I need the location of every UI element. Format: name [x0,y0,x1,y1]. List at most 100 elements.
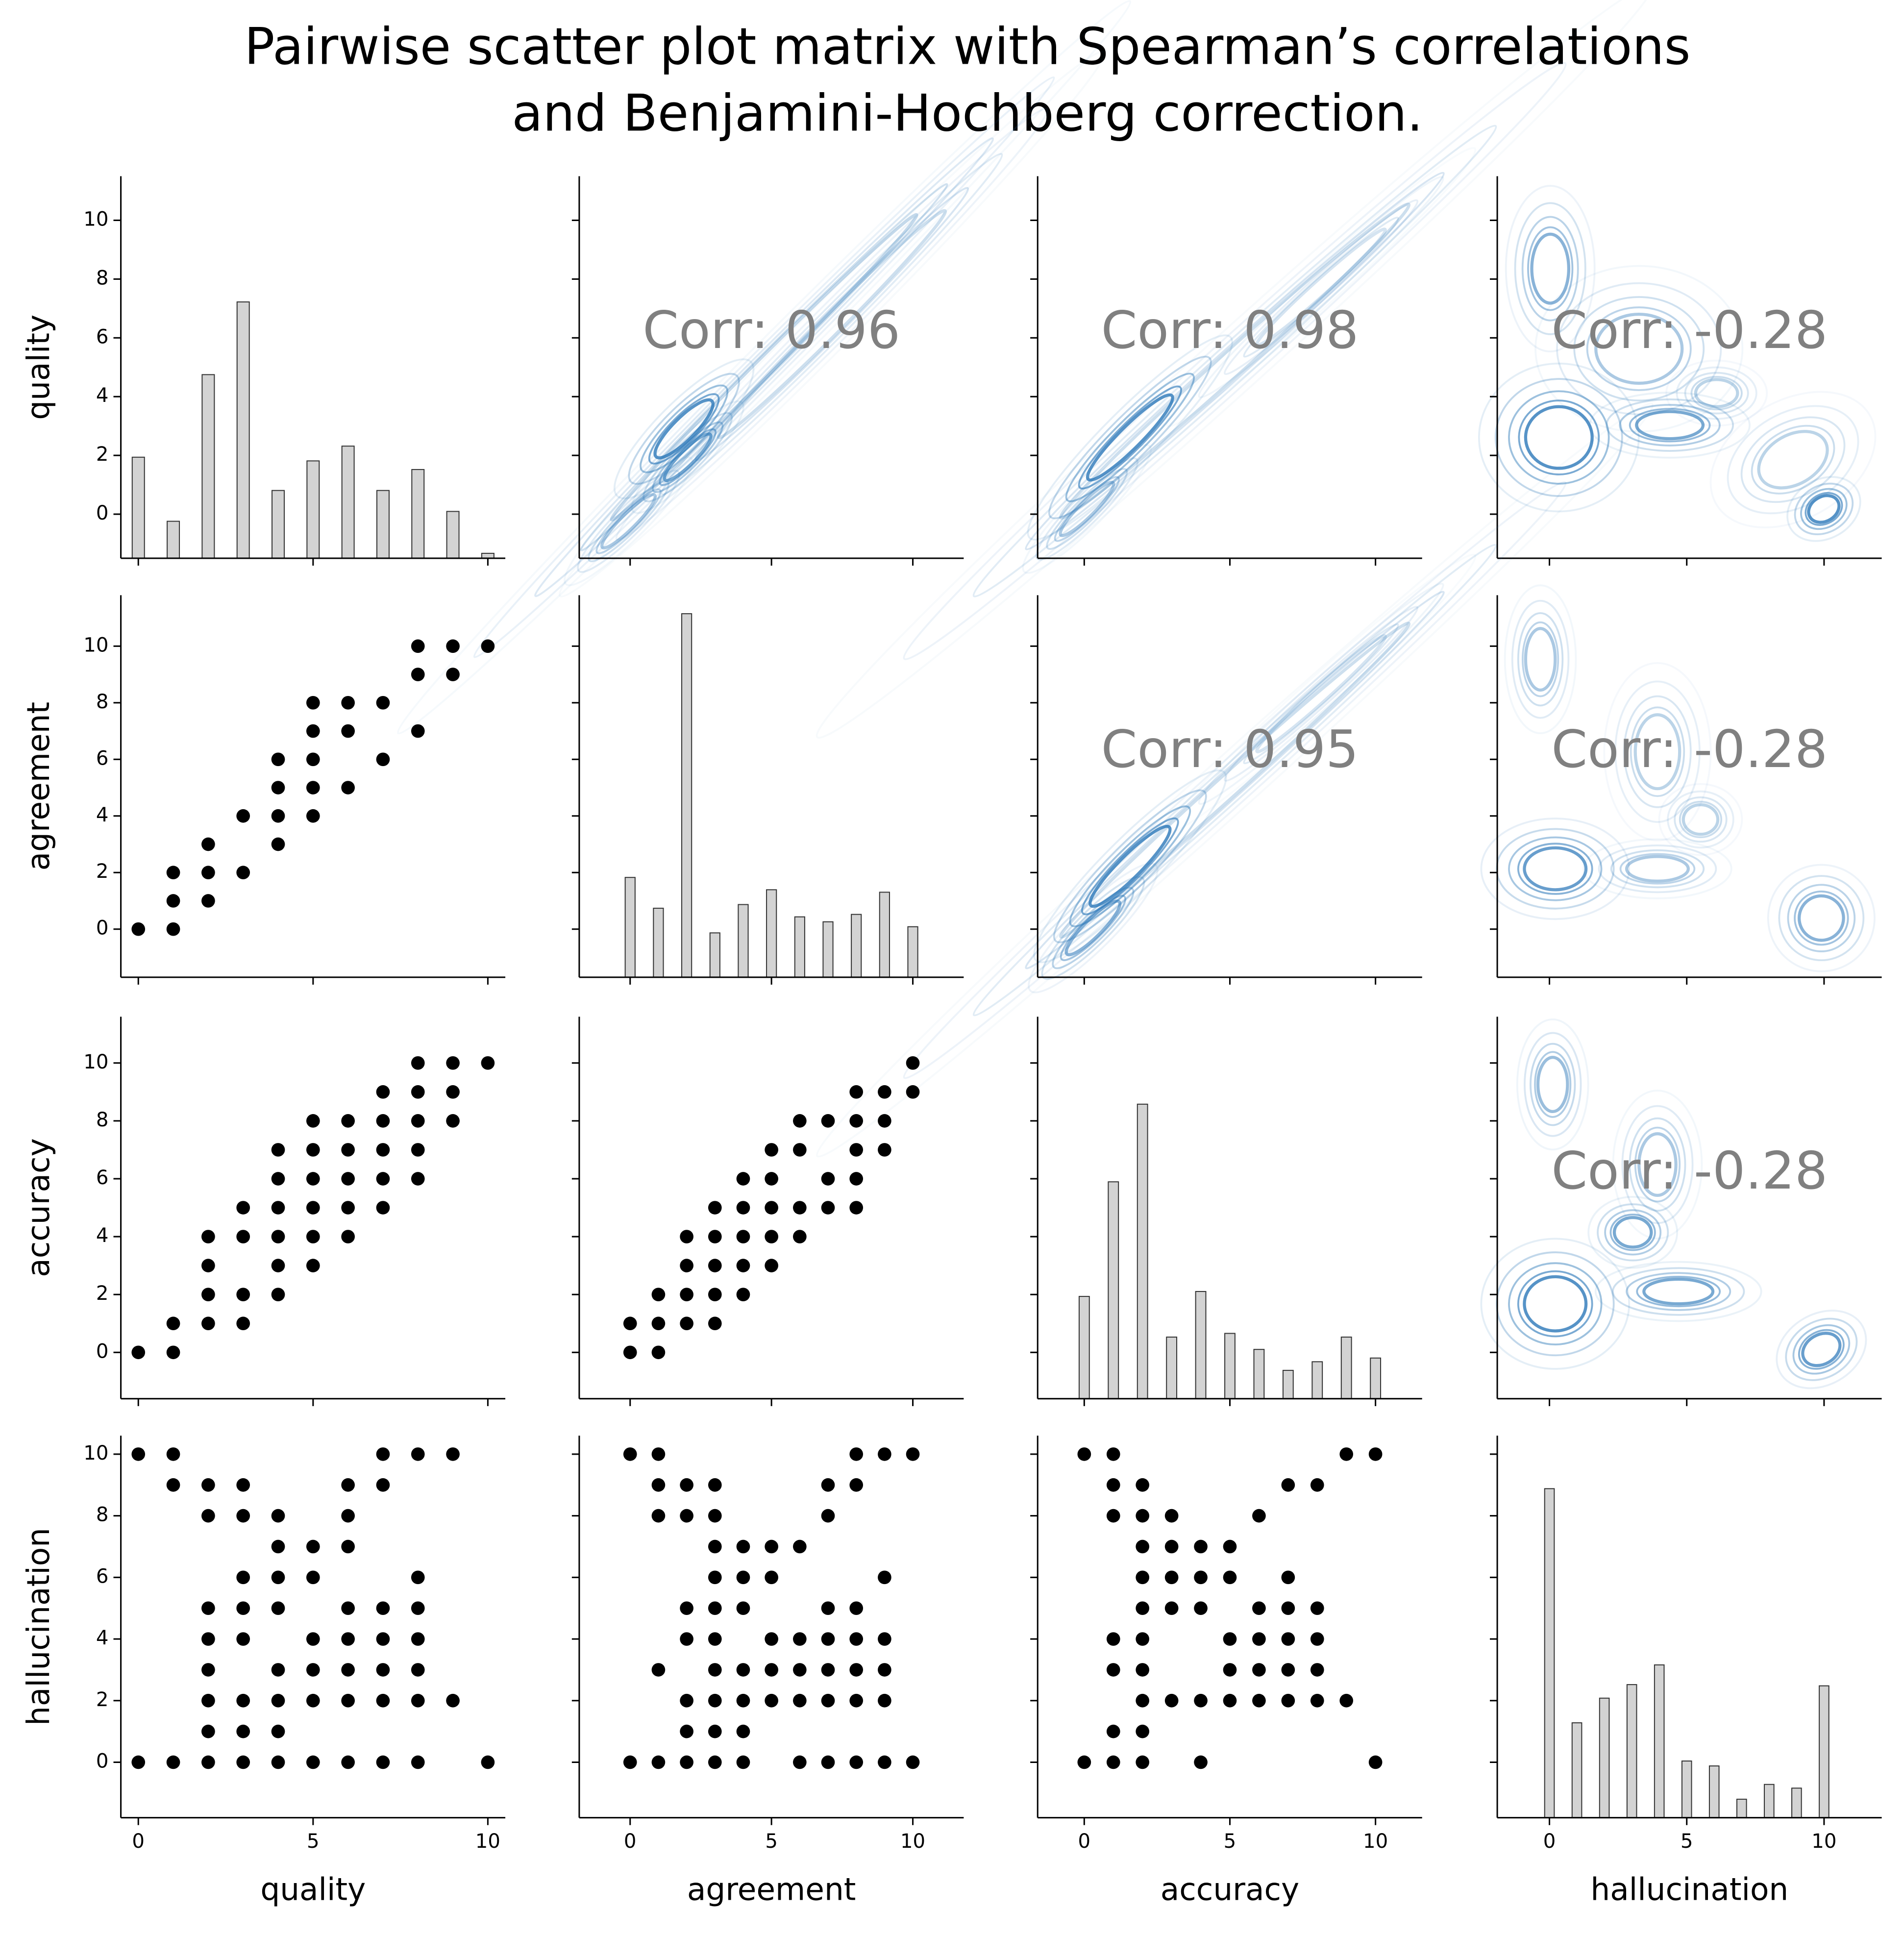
scatter-point [1310,1693,1324,1708]
kde-contour [1504,584,1577,734]
scatter-point [878,1085,891,1099]
scatter-point [446,1085,460,1099]
kde-contour [1778,875,1865,962]
scatter-point [306,1230,320,1243]
x-tick-label: 5 [765,1830,778,1853]
kde-contour [1478,362,1640,513]
scatter-point [680,1259,693,1272]
scatter-point [906,1755,920,1769]
kde-contour [1046,468,1128,550]
kde-contour [1598,844,1717,894]
kde-contour [1054,476,1120,542]
scatter-point [271,781,285,794]
scatter-point [411,639,425,653]
scatter-point [201,894,215,908]
hist-bar [851,914,862,978]
kde-contour [643,412,733,502]
scatter-point [411,1172,425,1186]
scatter-point [849,1663,864,1677]
scatter-point [1223,1663,1237,1677]
corr-annotation: Corr: 0.96 [643,300,900,360]
kde-contour [1059,621,1411,939]
hist-bar [1137,1103,1148,1399]
scatter-point [271,1724,285,1738]
kde-contour [1508,390,1610,485]
corr-annotation: Corr: -0.28 [1551,719,1828,779]
hist-bar [1282,1369,1294,1399]
scatter-point [1136,1632,1150,1646]
hist-bar [822,921,834,978]
kde-contour [1658,783,1743,856]
scatter-point [236,1632,250,1646]
kde-contour [1480,1238,1631,1370]
chart-title: Pairwise scatter plot matrix with Spearm… [244,18,1690,76]
scatter-point [765,1539,778,1554]
kde-contour [1635,410,1705,441]
scatter-point [1106,1755,1120,1769]
kde-contour [631,400,744,514]
kde-contour [1634,1126,1681,1203]
scatter-point [236,809,250,823]
scatter-point [341,1693,355,1708]
scatter-point [736,1570,750,1585]
x-tick-label: 5 [1681,1830,1693,1853]
scatter-point [736,1230,750,1243]
x-tick-label: 10 [900,1830,925,1853]
scatter-point [376,1114,390,1128]
kde-contour [1740,416,1846,503]
scatter-point [736,1755,750,1769]
scatter-point [481,1755,495,1769]
kde-contour [1516,1018,1589,1151]
y-tick-label: 8 [96,1504,109,1526]
kde-contour [1065,372,1195,502]
scatter-point [306,1201,320,1215]
scatter-point [201,1693,215,1708]
kde-contour [1514,202,1586,335]
scatter-point [201,1316,215,1331]
kde-contour [1198,176,1444,398]
y-axis-label: quality [21,315,56,420]
scatter-point [201,1632,215,1646]
scatter-point [376,1085,390,1099]
y-tick-label: 2 [96,443,109,466]
y-tick-label: 0 [96,502,109,524]
scatter-point [201,1663,215,1677]
kde-contour [1573,296,1705,402]
scatter-point [708,1693,722,1708]
kde-contour [653,398,715,460]
kde-contour [1609,1214,1656,1251]
kde-contour [628,372,740,485]
scatter-point [680,1632,693,1646]
x-tick-label: 0 [1078,1830,1091,1853]
hist-bar [272,490,285,559]
scatter-point [236,1509,250,1523]
scatter-point [131,1345,146,1360]
kde-contour [1787,884,1856,952]
scatter-point [1281,1601,1295,1615]
kde-contour [1614,680,1701,823]
scatter-point [271,809,285,823]
scatter-point [1077,1447,1091,1461]
x-tick-label: 0 [1543,1830,1556,1853]
kde-contour [600,493,657,550]
scatter-point [821,1172,835,1186]
kde-contour [663,432,713,482]
scatter-point [306,1259,320,1272]
y-axis-label: agreement [21,702,56,871]
scatter-point [201,866,215,880]
scatter-point [765,1201,778,1215]
kde-contour [1798,1329,1845,1370]
scatter-point [236,1288,250,1302]
scatter-point [411,1056,425,1070]
scatter-point [201,1601,215,1615]
y-tick-label: 10 [83,208,108,230]
hist-bar [1736,1798,1747,1818]
scatter-point [306,1693,320,1708]
kde-contour [1612,1267,1745,1316]
kde-contour [903,481,1567,1079]
scatter-point [201,1724,215,1738]
scatter-point [341,1230,355,1243]
kde-contour [1255,634,1387,754]
scatter-point [1136,1478,1150,1492]
scatter-point [201,1509,215,1523]
